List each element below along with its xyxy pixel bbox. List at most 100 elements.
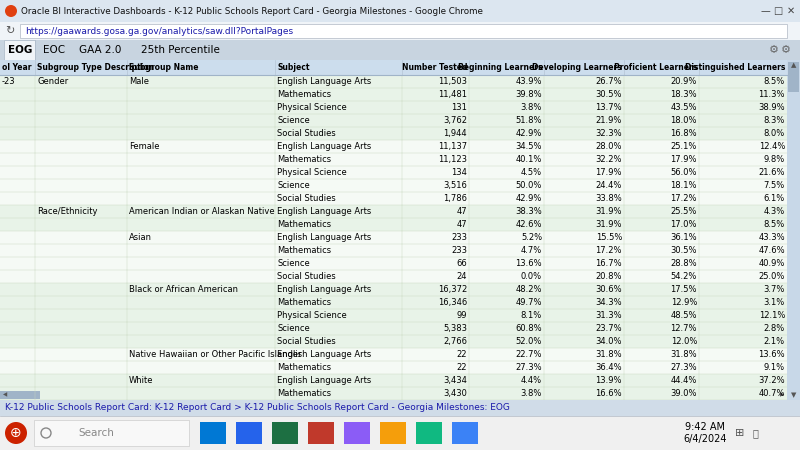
Text: 16,346: 16,346 <box>438 298 467 307</box>
Text: -23: -23 <box>2 77 16 86</box>
Bar <box>20 24 787 38</box>
Text: Physical Science: Physical Science <box>277 168 346 177</box>
Text: 3,430: 3,430 <box>443 389 467 398</box>
Text: 15.5%: 15.5% <box>596 233 622 242</box>
Bar <box>4 40 35 60</box>
Text: 33.8%: 33.8% <box>595 194 622 203</box>
Text: 47: 47 <box>456 207 467 216</box>
Text: 42.9%: 42.9% <box>516 129 542 138</box>
Text: 28.0%: 28.0% <box>595 142 622 151</box>
Bar <box>0 75 787 88</box>
Bar <box>0 127 787 140</box>
Bar <box>272 422 298 444</box>
Text: Mathematics: Mathematics <box>277 220 331 229</box>
Text: 49.7%: 49.7% <box>515 298 542 307</box>
Text: 20.8%: 20.8% <box>595 272 622 281</box>
Text: ▲: ▲ <box>791 62 796 68</box>
Text: 11,137: 11,137 <box>438 142 467 151</box>
Text: 9.8%: 9.8% <box>764 155 785 164</box>
Text: 20.9%: 20.9% <box>670 77 697 86</box>
Text: □: □ <box>774 6 782 16</box>
Bar <box>0 88 787 101</box>
Text: 16,372: 16,372 <box>438 285 467 294</box>
Text: 17.2%: 17.2% <box>670 194 697 203</box>
Text: Physical Science: Physical Science <box>277 311 346 320</box>
Text: ol Year: ol Year <box>2 63 31 72</box>
Text: 36.4%: 36.4% <box>595 363 622 372</box>
Text: 36.1%: 36.1% <box>670 233 697 242</box>
Text: 1,786: 1,786 <box>443 194 467 203</box>
Text: Female: Female <box>129 142 159 151</box>
Text: 26.7%: 26.7% <box>595 77 622 86</box>
Bar <box>0 166 787 179</box>
Bar <box>0 322 787 335</box>
Text: 17.9%: 17.9% <box>595 168 622 177</box>
Bar <box>236 422 262 444</box>
Circle shape <box>5 422 27 444</box>
Text: 8.3%: 8.3% <box>764 116 785 125</box>
Text: 13.6%: 13.6% <box>515 259 542 268</box>
Text: 51.6%: 51.6% <box>670 402 697 411</box>
Bar <box>34 420 189 446</box>
Text: GAA 2.0: GAA 2.0 <box>79 45 122 55</box>
Bar <box>0 153 787 166</box>
Text: 44.4%: 44.4% <box>670 376 697 385</box>
Text: 3,516: 3,516 <box>443 181 467 190</box>
Text: 131: 131 <box>451 103 467 112</box>
Text: 3.8%: 3.8% <box>521 103 542 112</box>
Text: 22: 22 <box>457 350 467 359</box>
Text: Mathematics: Mathematics <box>277 389 331 398</box>
Text: 12.4%: 12.4% <box>758 142 785 151</box>
Bar <box>788 62 799 92</box>
Text: 21.6%: 21.6% <box>758 168 785 177</box>
Text: 17.2%: 17.2% <box>595 246 622 255</box>
Text: 6.1%: 6.1% <box>764 194 785 203</box>
Text: Gender: Gender <box>37 77 68 86</box>
Bar <box>0 283 787 296</box>
Text: Social Studies: Social Studies <box>277 194 336 203</box>
Bar <box>0 416 800 450</box>
Text: 13.7%: 13.7% <box>595 103 622 112</box>
Text: ⚙: ⚙ <box>781 45 791 55</box>
Text: EOC: EOC <box>43 45 65 55</box>
Text: 48.2%: 48.2% <box>515 285 542 294</box>
Text: 8.5%: 8.5% <box>764 220 785 229</box>
Text: 41.3%: 41.3% <box>758 402 785 411</box>
Text: 50.0%: 50.0% <box>516 181 542 190</box>
Text: Social Studies: Social Studies <box>277 337 336 346</box>
Text: Subgroup Name: Subgroup Name <box>129 63 198 72</box>
Text: Asian: Asian <box>129 233 152 242</box>
Text: Search: Search <box>78 428 114 438</box>
Text: Science: Science <box>277 116 310 125</box>
Bar <box>200 422 226 444</box>
Text: 34.0%: 34.0% <box>595 337 622 346</box>
Text: 40.7%: 40.7% <box>758 389 785 398</box>
Bar <box>0 101 787 114</box>
Text: ✕: ✕ <box>787 6 795 16</box>
Text: 22: 22 <box>457 363 467 372</box>
Text: 2.8%: 2.8% <box>764 324 785 333</box>
Text: Native Hawaiian or Other Pacific Islander: Native Hawaiian or Other Pacific Islande… <box>129 350 302 359</box>
Text: ⚙: ⚙ <box>769 45 779 55</box>
Bar <box>73 40 127 60</box>
Text: Proficient Learners: Proficient Learners <box>614 63 697 72</box>
Text: Subgroup Type Description: Subgroup Type Description <box>37 63 154 72</box>
Text: 18.3%: 18.3% <box>670 90 697 99</box>
Text: ⊞: ⊞ <box>735 428 745 438</box>
Text: 12.1%: 12.1% <box>758 311 785 320</box>
Text: 47: 47 <box>456 220 467 229</box>
Text: English Language Arts: English Language Arts <box>277 77 371 86</box>
Bar <box>0 374 787 387</box>
Text: 2.1%: 2.1% <box>764 337 785 346</box>
Text: 17.5%: 17.5% <box>670 285 697 294</box>
Text: 4.3%: 4.3% <box>764 207 785 216</box>
Text: 11,503: 11,503 <box>438 77 467 86</box>
Text: 12.7%: 12.7% <box>670 324 697 333</box>
Text: 25.5%: 25.5% <box>670 207 697 216</box>
Bar <box>0 140 787 153</box>
Text: 66: 66 <box>456 259 467 268</box>
Text: English Language Arts: English Language Arts <box>277 285 371 294</box>
Text: ⊕: ⊕ <box>10 426 22 440</box>
Bar <box>0 244 787 257</box>
Text: 34.5%: 34.5% <box>515 142 542 151</box>
